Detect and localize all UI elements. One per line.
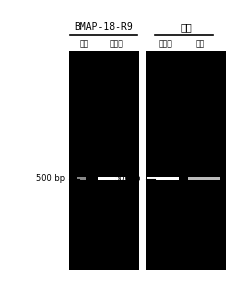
- Bar: [98, 177, 126, 180]
- Bar: [77, 177, 86, 180]
- Text: 裂解液: 裂解液: [109, 39, 123, 48]
- Bar: [147, 177, 179, 180]
- Text: 500bp: 500bp: [114, 174, 141, 183]
- Text: 上清: 上清: [80, 39, 89, 48]
- Text: BMAP-18-R9: BMAP-18-R9: [75, 22, 133, 32]
- Text: 上清: 上清: [196, 39, 205, 48]
- Text: 500 bp: 500 bp: [36, 174, 65, 183]
- Bar: [146, 51, 226, 270]
- Text: 裂解液: 裂解液: [159, 39, 173, 48]
- Text: 对照: 对照: [180, 22, 192, 32]
- Bar: [188, 177, 220, 180]
- Bar: [69, 51, 139, 270]
